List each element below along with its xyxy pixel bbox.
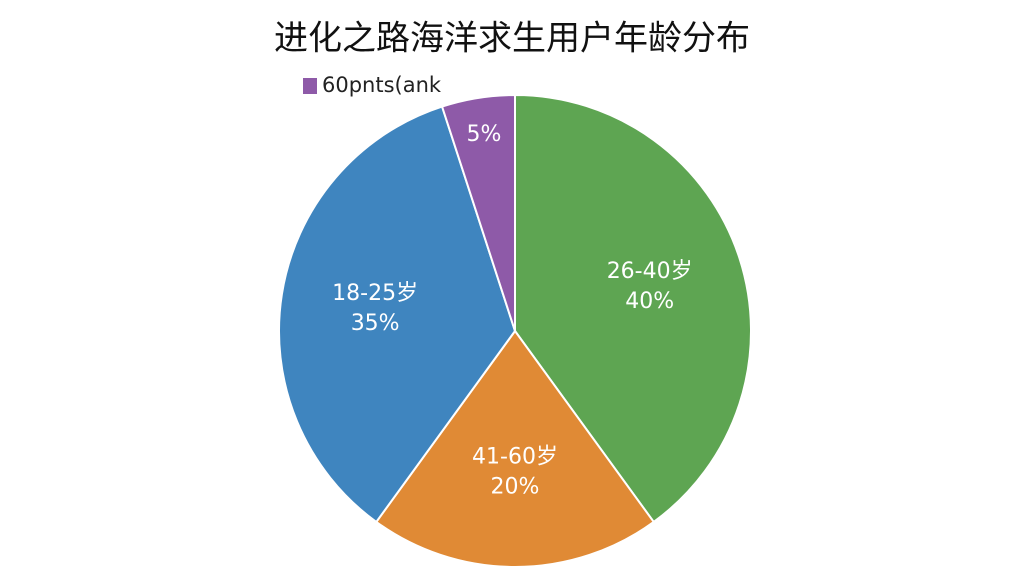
slice-value-label: 35% bbox=[351, 311, 400, 336]
pie-slice bbox=[278, 105, 517, 524]
slice-category-label: 26-40岁 bbox=[607, 259, 693, 284]
slice-value-label: 5% bbox=[467, 122, 502, 147]
slice-category-label: 41-60岁 bbox=[472, 445, 558, 470]
legend-swatch bbox=[303, 78, 317, 94]
legend-label: 60pnts(ank bbox=[322, 73, 442, 97]
slice-value-label: 40% bbox=[625, 289, 674, 314]
pie-slice bbox=[374, 329, 656, 568]
slice-category-label: 18-25岁 bbox=[332, 281, 418, 306]
pie-slice bbox=[440, 93, 516, 332]
chart-title: 进化之路海洋求生用户年龄分布 bbox=[274, 19, 750, 59]
pie-slice bbox=[514, 93, 752, 524]
slice-value-label: 20% bbox=[491, 475, 540, 500]
